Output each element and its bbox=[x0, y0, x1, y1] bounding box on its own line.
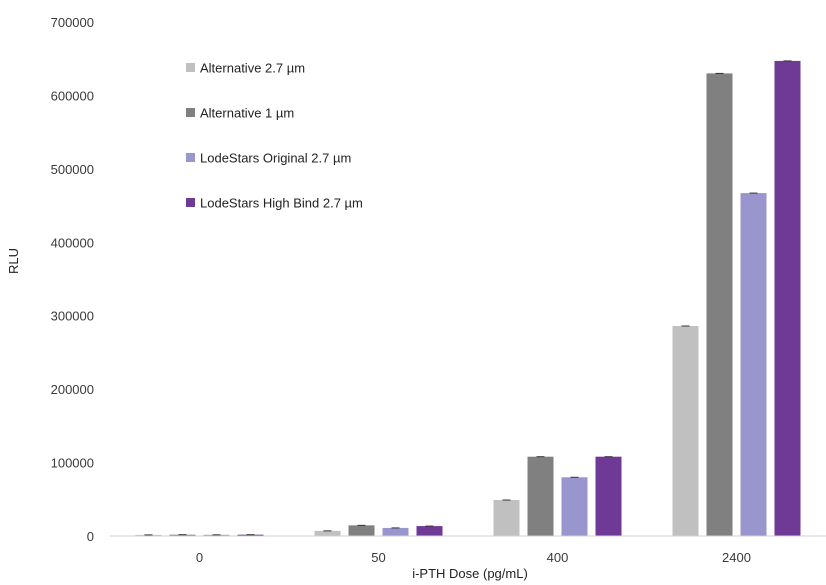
y-axis-title: RLU bbox=[6, 248, 21, 274]
legend-swatch bbox=[186, 198, 195, 207]
legend-label: Alternative 2.7 µm bbox=[200, 61, 305, 76]
bar bbox=[169, 534, 196, 536]
bar bbox=[382, 527, 409, 536]
x-axis-ticks: 0 50 400 2400 bbox=[196, 550, 751, 565]
bar bbox=[774, 60, 801, 536]
bars bbox=[135, 60, 801, 537]
bar bbox=[672, 325, 699, 536]
y-tick-label: 400000 bbox=[51, 235, 94, 250]
y-tick-label: 200000 bbox=[51, 382, 94, 397]
bar bbox=[527, 456, 554, 536]
y-tick-label: 300000 bbox=[51, 309, 94, 324]
bar bbox=[314, 530, 341, 536]
y-tick-label: 700000 bbox=[51, 15, 94, 30]
x-tick-label: 50 bbox=[371, 550, 385, 565]
legend-label: Alternative 1 µm bbox=[200, 106, 294, 121]
bar bbox=[561, 477, 588, 536]
bar bbox=[135, 534, 162, 536]
x-axis-title: i-PTH Dose (pg/mL) bbox=[412, 566, 528, 581]
bar bbox=[237, 534, 264, 536]
legend-label: LodeStars High Bind 2.7 µm bbox=[200, 196, 363, 211]
x-tick-label: 0 bbox=[196, 550, 203, 565]
x-tick-label: 400 bbox=[547, 550, 569, 565]
legend-label: LodeStars Original 2.7 µm bbox=[200, 151, 351, 166]
bar bbox=[416, 526, 443, 536]
y-axis-ticks: 0 100000 200000 300000 400000 500000 600000 700… bbox=[51, 15, 94, 544]
y-tick-label: 600000 bbox=[51, 88, 94, 103]
bar bbox=[493, 500, 520, 536]
legend-swatch bbox=[186, 63, 195, 72]
legend: Alternative 2.7 µm Alternative 1 µm LodeSt… bbox=[186, 61, 363, 211]
x-tick-label: 2400 bbox=[722, 550, 751, 565]
bar bbox=[706, 73, 733, 537]
y-tick-label: 100000 bbox=[51, 456, 94, 471]
y-tick-label: 0 bbox=[87, 529, 94, 544]
bar bbox=[348, 525, 375, 536]
bar bbox=[740, 193, 767, 537]
legend-swatch bbox=[186, 108, 195, 117]
bar bbox=[203, 534, 230, 536]
bar bbox=[595, 456, 622, 536]
y-tick-label: 500000 bbox=[51, 162, 94, 177]
legend-swatch bbox=[186, 153, 195, 162]
